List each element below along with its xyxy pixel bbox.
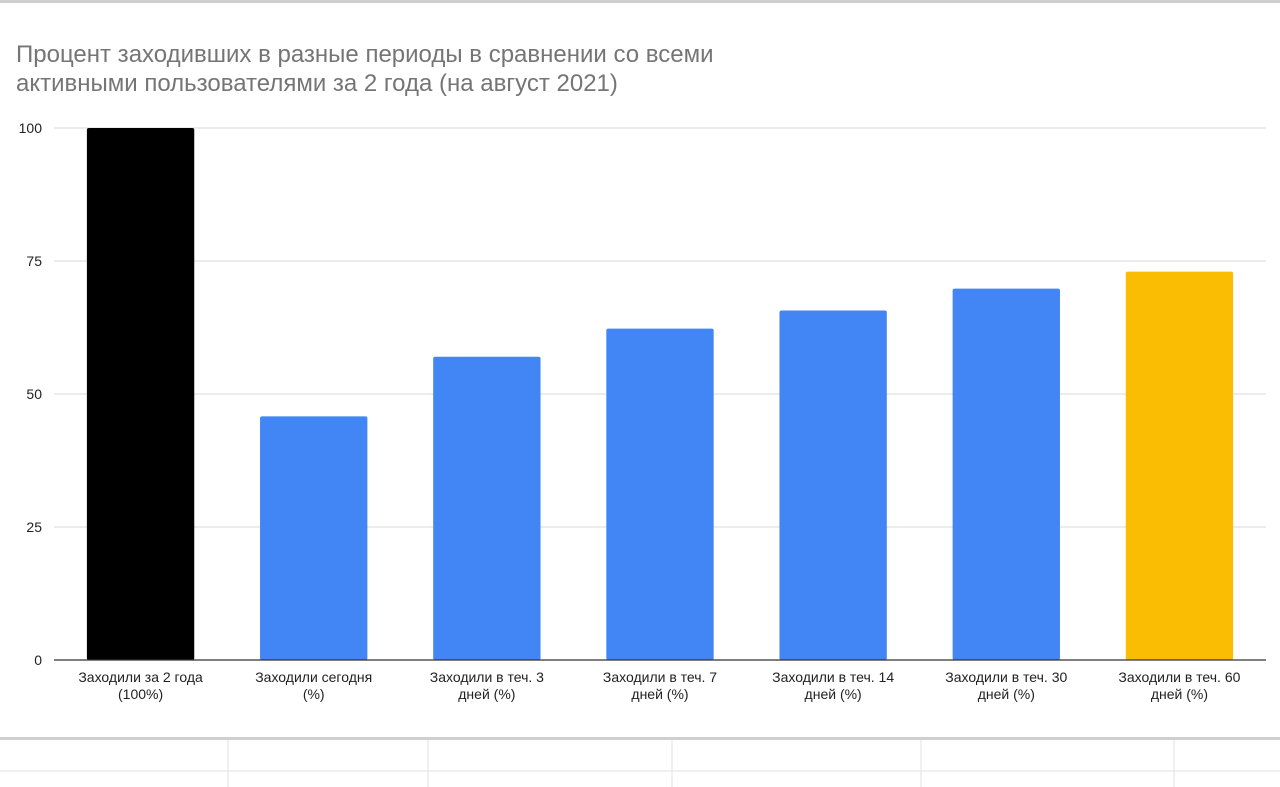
- bar: [86, 128, 195, 660]
- x-category-label-line: (100%): [118, 686, 163, 702]
- spreadsheet-grid: [0, 737, 1280, 787]
- x-category-label-line: Заходили сегодня: [255, 669, 372, 685]
- x-category-label: Заходили сегодня (%): [255, 669, 372, 702]
- x-category-label: Заходили в теч. 30 дней (%): [945, 669, 1067, 702]
- x-category-label-line: Заходили в теч. 3: [430, 669, 544, 685]
- y-tick-label: 100: [19, 120, 43, 136]
- bar: [260, 416, 368, 660]
- x-category-label-line: Заходили в теч. 30: [945, 669, 1067, 685]
- bar: [1125, 271, 1234, 660]
- x-category-label-line: дней (%): [631, 686, 688, 702]
- x-category-label-line: дней (%): [978, 686, 1035, 702]
- x-category-label-line: дней (%): [1151, 686, 1208, 702]
- y-tick-label: 0: [34, 652, 42, 668]
- y-tick-label: 25: [26, 519, 42, 535]
- bar: [433, 356, 541, 660]
- chart-title: Процент заходивших в разные периоды в ср…: [16, 41, 720, 97]
- x-category-label-line: Заходили за 2 года: [78, 669, 203, 685]
- x-category-label-line: (%): [303, 686, 325, 702]
- x-category-label-line: дней (%): [458, 686, 515, 702]
- bar: [779, 310, 887, 660]
- chart-title-line-2: активными пользователями за 2 года (на а…: [16, 70, 618, 97]
- bar: [952, 288, 1060, 660]
- x-category-label-line: Заходили в теч. 14: [772, 669, 894, 685]
- x-category-label-line: дней (%): [805, 686, 862, 702]
- y-axis-tick-labels: 0 25 50 75 100: [19, 120, 43, 668]
- spreadsheet-rows-strip: [0, 737, 1280, 787]
- x-category-label: Заходили за 2 года (100%): [78, 669, 203, 702]
- bar: [606, 328, 714, 660]
- chart-frame-top-border: [0, 0, 1280, 3]
- x-category-label-line: Заходили в теч. 7: [603, 669, 717, 685]
- x-axis-category-labels: Заходили за 2 года (100%) Заходили сегодня…: [78, 669, 1240, 702]
- bars: [86, 128, 1234, 660]
- chart-title-line-1: Процент заходивших в разные периоды в ср…: [16, 41, 714, 68]
- x-category-label: Заходили в теч. 60 дней (%): [1118, 669, 1240, 702]
- y-tick-label: 50: [26, 386, 42, 402]
- y-tick-label: 75: [26, 253, 42, 269]
- x-category-label: Заходили в теч. 7 дней (%): [603, 669, 717, 702]
- x-category-label: Заходили в теч. 3 дней (%): [430, 669, 544, 702]
- spreadsheet-top-border: [0, 737, 1280, 740]
- x-category-label-line: Заходили в теч. 60: [1118, 669, 1240, 685]
- x-category-label: Заходили в теч. 14 дней (%): [772, 669, 894, 702]
